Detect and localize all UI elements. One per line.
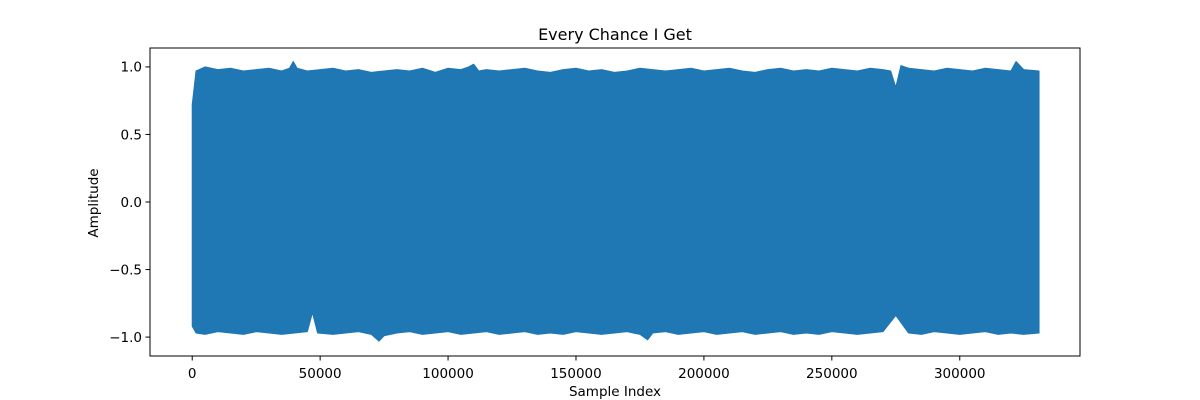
x-tick-label: 250000 (806, 366, 858, 382)
x-axis-label: Sample Index (569, 384, 661, 400)
x-tick-label: 50000 (299, 366, 342, 382)
y-axis: −1.0 −0.5 0.0 0.5 1.0 (109, 60, 150, 346)
x-tick-label: 200000 (678, 366, 730, 382)
x-tick-label: 0 (188, 366, 197, 382)
x-tick-label: 100000 (422, 366, 474, 382)
chart-title: Every Chance I Get (538, 25, 692, 44)
y-tick-label: −0.5 (109, 262, 142, 278)
y-tick-label: 1.0 (121, 60, 142, 76)
y-axis-label: Amplitude (86, 168, 102, 237)
y-tick-label: 0.0 (121, 195, 142, 211)
x-tick-label: 300000 (934, 366, 986, 382)
y-tick-label: −1.0 (109, 330, 142, 346)
y-tick-label: 0.5 (121, 127, 142, 143)
plot-area (191, 61, 1040, 342)
waveform-series (191, 61, 1040, 342)
x-axis: 0 50000 100000 150000 200000 250000 300000 (188, 356, 986, 382)
x-tick-label: 150000 (550, 366, 602, 382)
